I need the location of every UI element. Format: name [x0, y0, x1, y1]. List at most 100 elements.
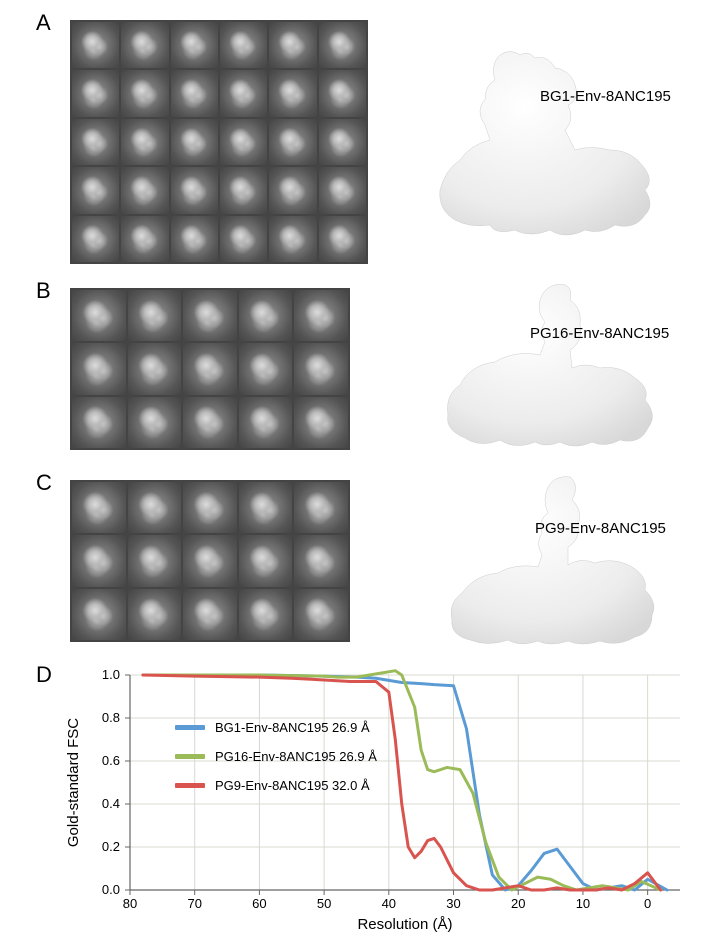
em-class-average: [269, 167, 316, 213]
legend-swatch-pg9: [175, 783, 205, 788]
legend-swatch-pg16: [175, 754, 205, 759]
em-class-average: [294, 589, 348, 640]
em-class-average: [171, 70, 218, 116]
em-class-average: [72, 22, 119, 68]
em-class-average: [72, 343, 126, 394]
legend-swatch-bg1: [175, 725, 205, 730]
svg-text:20: 20: [511, 896, 525, 911]
panel-label-a: A: [36, 10, 51, 36]
chart-legend: BG1-Env-8ANC195 26.9 Å PG16-Env-8ANC195 …: [175, 720, 377, 807]
svg-text:40: 40: [382, 896, 396, 911]
em-class-average: [319, 22, 366, 68]
em-class-average: [239, 535, 293, 586]
em-class-average: [239, 397, 293, 448]
structure-svg-b: [420, 270, 700, 455]
svg-text:30: 30: [446, 896, 460, 911]
em-class-average: [121, 22, 168, 68]
legend-text-pg16: PG16-Env-8ANC195 26.9 Å: [215, 749, 377, 764]
em-class-average: [128, 397, 182, 448]
svg-text:50: 50: [317, 896, 331, 911]
em-grid-a: [70, 20, 368, 264]
em-class-average: [239, 290, 293, 341]
em-class-average: [269, 70, 316, 116]
em-grid-c: [70, 480, 350, 642]
svg-text:70: 70: [187, 896, 201, 911]
panel-label-d: D: [36, 662, 52, 688]
structure-b: [420, 270, 700, 455]
legend-item-pg9: PG9-Env-8ANC195 32.0 Å: [175, 778, 377, 793]
em-class-average: [72, 119, 119, 165]
em-class-average: [220, 22, 267, 68]
structure-label-c: PG9-Env-8ANC195: [535, 520, 666, 537]
em-class-average: [220, 216, 267, 262]
svg-text:0.2: 0.2: [102, 839, 120, 854]
legend-text-bg1: BG1-Env-8ANC195 26.9 Å: [215, 720, 370, 735]
em-class-average: [121, 216, 168, 262]
em-class-average: [269, 22, 316, 68]
em-class-average: [128, 290, 182, 341]
svg-text:Resolution (Å): Resolution (Å): [357, 916, 452, 933]
em-class-average: [269, 216, 316, 262]
em-class-average: [239, 589, 293, 640]
em-class-average: [183, 397, 237, 448]
em-class-average: [121, 167, 168, 213]
em-class-average: [171, 22, 218, 68]
em-class-average: [171, 119, 218, 165]
em-class-average: [269, 119, 316, 165]
em-class-average: [183, 589, 237, 640]
svg-text:1.0: 1.0: [102, 667, 120, 682]
legend-item-pg16: PG16-Env-8ANC195 26.9 Å: [175, 749, 377, 764]
em-class-average: [72, 535, 126, 586]
fsc-chart-svg: 807060504030201000.00.20.40.60.81.0Resol…: [60, 665, 700, 935]
em-class-average: [121, 70, 168, 116]
em-class-average: [72, 70, 119, 116]
em-class-average: [72, 397, 126, 448]
structure-svg-a: [420, 30, 700, 250]
em-class-average: [294, 397, 348, 448]
em-class-average: [128, 535, 182, 586]
em-class-average: [239, 482, 293, 533]
em-class-average: [294, 482, 348, 533]
svg-text:80: 80: [123, 896, 137, 911]
svg-text:10: 10: [576, 896, 590, 911]
em-class-average: [319, 216, 366, 262]
svg-text:Gold-standard FSC: Gold-standard FSC: [65, 718, 82, 847]
em-class-average: [294, 343, 348, 394]
svg-text:0.0: 0.0: [102, 882, 120, 897]
fsc-chart: 807060504030201000.00.20.40.60.81.0Resol…: [60, 665, 700, 935]
em-class-average: [72, 216, 119, 262]
em-class-average: [183, 343, 237, 394]
em-class-average: [220, 167, 267, 213]
structure-label-a: BG1-Env-8ANC195: [540, 88, 671, 105]
em-class-average: [171, 167, 218, 213]
svg-text:0.8: 0.8: [102, 710, 120, 725]
em-class-average: [183, 482, 237, 533]
em-class-average: [319, 70, 366, 116]
svg-text:0.6: 0.6: [102, 753, 120, 768]
legend-text-pg9: PG9-Env-8ANC195 32.0 Å: [215, 778, 370, 793]
structure-label-b: PG16-Env-8ANC195: [530, 325, 669, 342]
em-class-average: [220, 119, 267, 165]
em-class-average: [183, 535, 237, 586]
em-class-average: [72, 482, 126, 533]
em-class-average: [171, 216, 218, 262]
em-class-average: [220, 70, 267, 116]
legend-item-bg1: BG1-Env-8ANC195 26.9 Å: [175, 720, 377, 735]
em-class-average: [72, 589, 126, 640]
em-grid-b: [70, 288, 350, 450]
structure-a: [420, 30, 700, 250]
em-class-average: [239, 343, 293, 394]
em-class-average: [319, 167, 366, 213]
em-class-average: [294, 535, 348, 586]
em-class-average: [319, 119, 366, 165]
panel-label-c: C: [36, 470, 52, 496]
em-class-average: [72, 290, 126, 341]
em-class-average: [294, 290, 348, 341]
em-class-average: [128, 343, 182, 394]
svg-text:0.4: 0.4: [102, 796, 120, 811]
em-class-average: [128, 589, 182, 640]
panel-label-b: B: [36, 278, 51, 304]
svg-text:60: 60: [252, 896, 266, 911]
em-class-average: [121, 119, 168, 165]
em-class-average: [128, 482, 182, 533]
